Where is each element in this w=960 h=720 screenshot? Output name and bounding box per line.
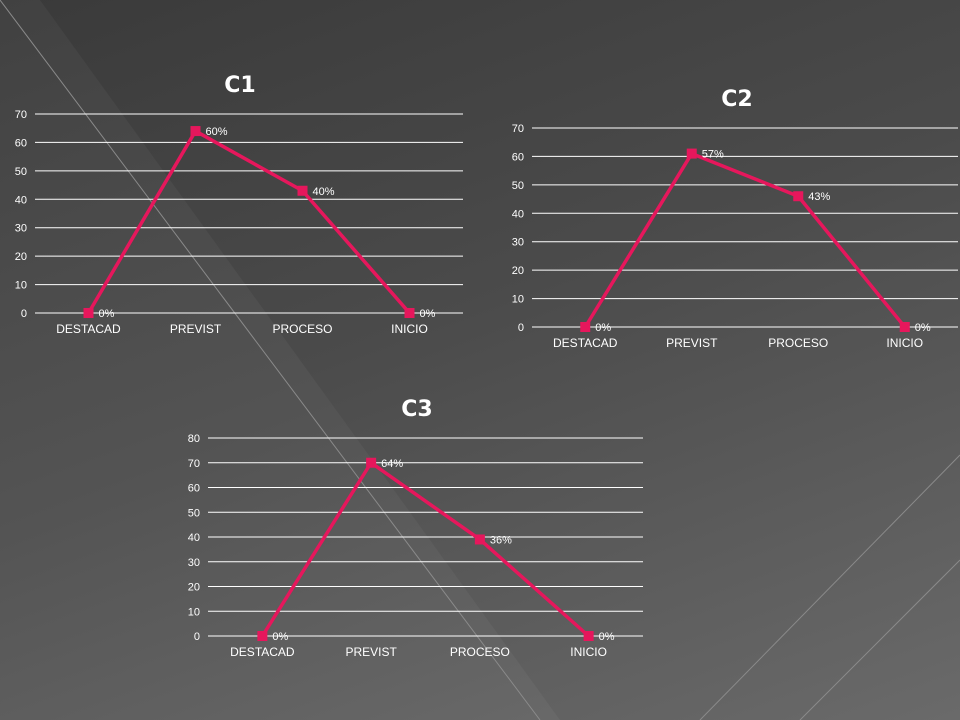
chart-c1: C1 0 10 20 30 40 50 60 70 DESTACAD PREVIST PROCESO… [15,73,463,336]
data-label: 57% [702,149,724,161]
data-point-marker [793,191,804,202]
x-category-label: DESTACAD [553,336,618,350]
data-label: 0% [915,322,931,334]
y-tick-label: 20 [512,265,524,277]
chart-title: C3 [401,397,432,422]
background-shade [0,0,560,720]
data-label: 0% [272,631,288,643]
y-tick-label: 50 [15,166,27,178]
data-point-marker [686,148,697,159]
x-category-label: DESTACAD [230,645,295,659]
x-category-label: INICIO [886,336,923,350]
data-point-marker [257,631,268,641]
y-tick-label: 0 [194,631,200,643]
series-line [260,461,590,638]
chart-c3: C3 0 10 20 30 40 50 60 70 80 DESTACAD PREVIST PROCE… [188,397,643,659]
data-point-marker [580,322,591,332]
x-category-label: PREVIST [345,645,397,659]
background-corner-line-2 [799,559,960,720]
x-category-label: PREVIST [666,336,718,350]
data-point-marker [474,534,485,545]
data-label: 0% [599,631,615,643]
y-tick-label: 40 [188,532,200,544]
data-label: 43% [808,191,830,203]
y-tick-label: 10 [188,606,200,618]
y-tick-label: 40 [512,208,524,220]
data-point-marker [404,308,415,318]
y-tick-label: 50 [188,507,200,519]
chart-title: C2 [721,87,752,112]
y-tick-label: 0 [21,308,27,320]
x-category-label: INICIO [570,645,607,659]
y-tick-label: 20 [15,251,27,263]
background-diagonal-line [0,0,541,720]
data-point-marker [899,322,910,332]
x-category-label: PROCESO [768,336,828,350]
data-point-marker [83,308,94,318]
y-tick-label: 50 [512,180,524,192]
y-tick-label: 0 [518,322,524,334]
x-category-label: PROCESO [272,322,332,336]
y-tick-label: 60 [15,137,27,149]
y-tick-label: 30 [15,223,27,235]
y-tick-label: 70 [512,123,524,135]
x-category-label: INICIO [391,322,428,336]
y-tick-label: 40 [15,194,27,206]
y-tick-label: 20 [188,582,200,594]
chart-title: C1 [224,73,255,98]
x-category-label: PROCESO [450,645,510,659]
series-line [86,129,411,315]
data-label: 36% [490,534,512,546]
series-line [583,151,907,329]
x-category-label: PREVIST [170,322,222,336]
chart-c2: C2 0 10 20 30 40 50 60 70 DESTACAD PREVIST PROCESO… [512,87,958,350]
data-label: 64% [381,458,403,470]
data-label: 60% [206,126,228,138]
y-tick-label: 30 [512,237,524,249]
y-tick-label: 60 [188,483,200,495]
data-label: 0% [420,308,436,320]
data-point-marker [190,126,201,137]
y-tick-label: 70 [188,458,200,470]
data-label: 0% [99,308,115,320]
data-label: 0% [595,322,611,334]
y-tick-label: 80 [188,433,200,445]
y-tick-label: 10 [15,280,27,292]
background-corner-line-1 [699,454,960,720]
data-label: 40% [313,186,335,198]
y-tick-label: 60 [512,151,524,163]
y-tick-label: 10 [512,294,524,306]
data-point-marker [297,185,308,196]
data-point-marker [583,631,594,641]
y-tick-label: 30 [188,557,200,569]
x-category-label: DESTACAD [56,322,121,336]
data-point-marker [366,457,377,468]
y-tick-label: 70 [15,109,27,121]
